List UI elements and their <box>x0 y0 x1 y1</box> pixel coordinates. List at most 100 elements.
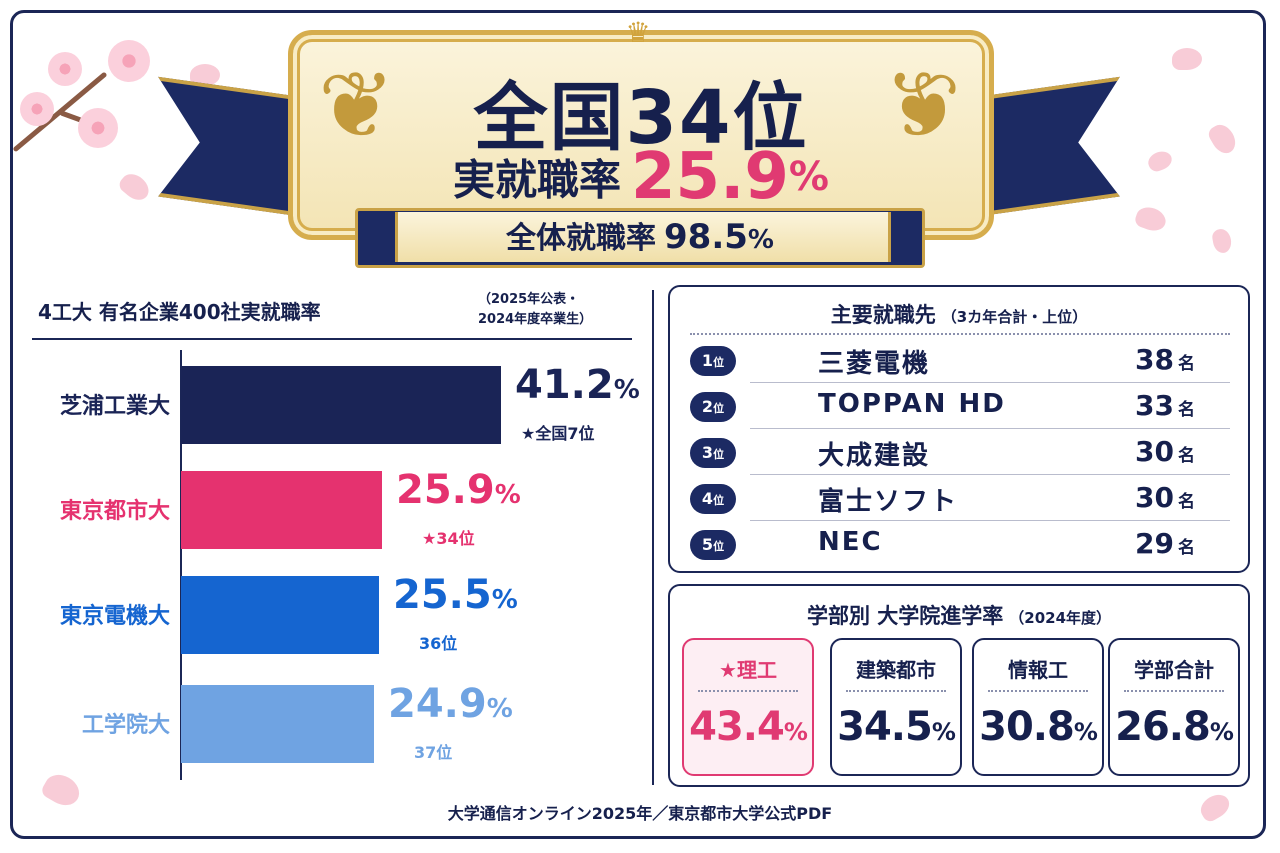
count-suffix: 名 <box>1177 400 1195 420</box>
bar <box>181 685 374 763</box>
rate-card: 建築都市 34.5% <box>830 638 962 776</box>
rank-suffix: 位 <box>713 540 725 553</box>
crown-icon: ♛ <box>625 16 651 49</box>
chart-y-axis <box>180 350 182 780</box>
card-label: 学部合計 <box>1134 658 1214 682</box>
overall-plate <box>395 212 891 262</box>
chart-note-line2: 2024年度卒業生） <box>478 312 593 327</box>
employer-row: 5位 NEC 29 名 <box>690 523 1230 567</box>
grad-school-subtitle: （2024年度） <box>1009 609 1112 627</box>
value-label: 25.5% <box>393 572 518 618</box>
bar <box>181 576 379 654</box>
section-divider <box>652 290 654 785</box>
card-unit: % <box>783 718 808 746</box>
value-number: 25.9 <box>396 467 495 513</box>
actual-rate-value: 25.9 <box>631 140 789 214</box>
row-divider <box>750 474 1230 475</box>
national-rank: 全国34位 <box>473 75 809 161</box>
company-name: 三菱電機 <box>818 349 931 379</box>
card-value: 43.4% <box>684 704 812 750</box>
rank-label: 37位 <box>414 743 453 762</box>
card-unit: % <box>1073 718 1098 746</box>
card-label: 情報工 <box>1008 658 1068 682</box>
rank-number: 4 <box>701 489 714 508</box>
actual-employment-rate: 実就職率 25.9% <box>288 140 994 214</box>
value-unit: % <box>491 585 518 615</box>
overall-employment-rate: 全体就職率 98.5% <box>395 212 885 262</box>
chart-title-rule <box>32 338 632 340</box>
rank-label: 36位 <box>419 634 458 653</box>
chart-title: 4工大 有名企業400社実就職率 <box>38 300 321 324</box>
grad-school-title: 学部別 大学院進学率 <box>806 604 1004 628</box>
bar <box>181 366 501 444</box>
category-label: 芝浦工業大 <box>59 394 170 419</box>
value-unit: % <box>613 375 640 405</box>
count-number: 38 <box>1135 343 1174 376</box>
card-divider <box>846 690 946 692</box>
employers-title: 主要就職先 <box>830 303 936 327</box>
category-label: 東京電機大 <box>59 604 170 629</box>
value-label: 24.9% <box>388 681 513 727</box>
card-number: 30.8 <box>979 704 1075 750</box>
rank-suffix: 位 <box>713 448 725 461</box>
rank-badge: 3位 <box>690 438 736 468</box>
grad-school-heading: 学部別 大学院進学率 （2024年度） <box>670 600 1248 630</box>
row-divider <box>750 520 1230 521</box>
employers-heading: 主要就職先 （3カ年合計・上位） <box>670 299 1248 329</box>
card-value: 34.5% <box>832 704 960 750</box>
hire-count: 30 名 <box>1135 435 1195 468</box>
card-label: 建築都市 <box>856 658 936 682</box>
count-number: 33 <box>1135 389 1174 422</box>
value-number: 25.5 <box>393 572 492 618</box>
chart-note: （2025年公表・ 2024年度卒業生） <box>478 290 592 330</box>
employers-title-rule <box>690 333 1230 335</box>
card-value: 26.8% <box>1110 704 1238 750</box>
actual-rate-unit: % <box>788 154 829 200</box>
card-divider <box>698 690 798 692</box>
card-divider <box>988 690 1088 692</box>
rank-label: ★34位 <box>422 529 475 548</box>
employer-row: 1位 三菱電機 38 名 <box>690 339 1230 383</box>
value-label: 41.2% <box>515 362 640 408</box>
company-name: 富士ソフト <box>818 487 959 517</box>
employer-row: 3位 大成建設 30 名 <box>690 431 1230 475</box>
rate-card: 情報工 30.8% <box>972 638 1104 776</box>
count-suffix: 名 <box>1177 538 1195 558</box>
card-unit: % <box>1209 718 1234 746</box>
count-suffix: 名 <box>1177 354 1195 374</box>
value-unit: % <box>494 480 521 510</box>
row-divider <box>750 428 1230 429</box>
value-number: 41.2 <box>515 362 614 408</box>
company-name: NEC <box>818 527 883 557</box>
count-number: 30 <box>1135 435 1174 468</box>
hire-count: 29 名 <box>1135 527 1195 560</box>
count-suffix: 名 <box>1177 492 1195 512</box>
hire-count: 33 名 <box>1135 389 1195 422</box>
source-credit: 大学通信オンライン2025年／東京都市大学公式PDF <box>447 804 833 823</box>
value-number: 24.9 <box>388 681 487 727</box>
company-name: 大成建設 <box>818 441 931 471</box>
employers-panel: 主要就職先 （3カ年合計・上位） 1位 三菱電機 38 名 2位 TOPPAN HD 33 名 3… <box>668 285 1250 573</box>
card-number: 26.8 <box>1115 704 1211 750</box>
rank-badge: 5位 <box>690 530 736 560</box>
bar <box>181 471 382 549</box>
category-label: 東京都市大 <box>59 499 170 524</box>
category-label: 工学院大 <box>81 713 170 738</box>
rank-badge: 2位 <box>690 392 736 422</box>
value-unit: % <box>486 694 513 724</box>
rank-label: ★全国7位 <box>521 424 595 443</box>
employer-row: 4位 富士ソフト 30 名 <box>690 477 1230 521</box>
employer-row: 2位 TOPPAN HD 33 名 <box>690 385 1230 429</box>
count-suffix: 名 <box>1177 446 1195 466</box>
chart-note-line1: （2025年公表・ <box>478 292 580 307</box>
rank-number: 3 <box>701 443 714 462</box>
card-unit: % <box>931 718 956 746</box>
actual-rate-label: 実就職率 <box>453 155 622 205</box>
rank-number: 1 <box>701 351 714 370</box>
hire-count: 38 名 <box>1135 343 1195 376</box>
rate-card: 学部合計 26.8% <box>1108 638 1240 776</box>
rank-number: 5 <box>701 535 714 554</box>
overall-rate-unit: % <box>747 225 774 255</box>
rank-badge: 1位 <box>690 346 736 376</box>
card-value: 30.8% <box>974 704 1102 750</box>
